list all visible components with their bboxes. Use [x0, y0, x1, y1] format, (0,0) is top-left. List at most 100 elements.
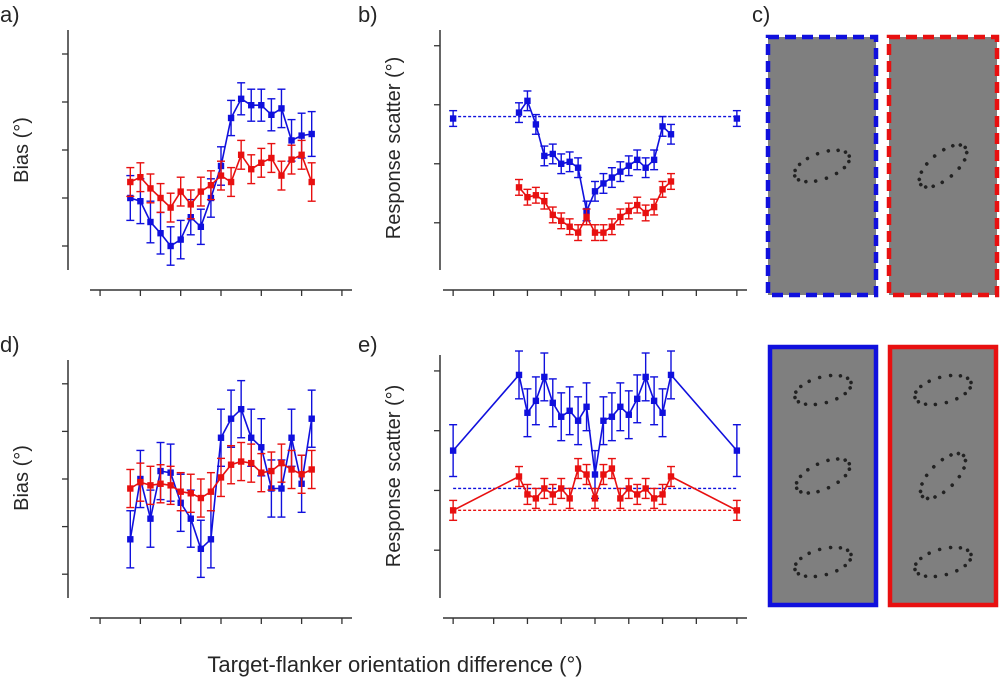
d-blue-data-point [237, 405, 245, 413]
f-red-solid-dot [932, 465, 936, 469]
a-red-data-point [197, 188, 205, 195]
shared-x-axis-label: Target-flanker orientation difference (°… [207, 652, 582, 677]
f-red-solid-dot [933, 495, 937, 499]
f-blue-solid-dot [799, 490, 803, 494]
b-blue-data-point [600, 180, 607, 187]
e-red-data-point [634, 491, 641, 498]
e-red-data-point [608, 465, 616, 472]
e-red-data-point [574, 465, 582, 472]
b-red-data-point [634, 201, 641, 209]
f-red-solid-dot [955, 568, 959, 573]
a-blue-data-point [278, 105, 285, 112]
f-blue-solid-dot [849, 380, 853, 385]
b-blue-data-point [558, 160, 565, 167]
a-blue-data-point [137, 198, 144, 205]
panel-d-bias-chart: d) Bias (°) [0, 332, 352, 624]
d-red-data-point [227, 461, 235, 468]
c-blue-dashed-dot [843, 150, 848, 154]
c-blue-dashed-dot [842, 165, 847, 170]
b-red-data-point [532, 192, 540, 199]
a-red-data-point [227, 178, 235, 186]
a-blue-data-point [268, 111, 275, 118]
c-red-dashed-dot [957, 166, 962, 170]
b-red-data-point [524, 194, 531, 201]
f-blue-solid-dot [835, 568, 839, 573]
e-blue-data-point [591, 471, 599, 478]
e-red-data-point [532, 495, 540, 502]
c-red-dashed-dot [932, 154, 937, 158]
a-blue-data-point [177, 236, 184, 243]
e-blue-data-point [733, 447, 741, 454]
d-red-data-point [147, 482, 154, 489]
panel-f-stimuli [767, 344, 999, 608]
f-blue-solid-dot [843, 391, 847, 396]
a-red-data-point [288, 156, 295, 163]
c-blue-dashed-dot [792, 174, 797, 178]
f-blue-solid-dot-ellipse [793, 545, 853, 579]
c-blue-dashed-dot [826, 149, 831, 153]
c-red-dashed-dot [918, 182, 923, 187]
e-red-data-point [659, 491, 666, 498]
panel-e-scatter-chart: e) Response scatter (°) [358, 332, 747, 624]
f-blue-solid-dot [817, 547, 822, 552]
d-blue-data-point [258, 444, 265, 451]
f-blue-solid-dot [806, 491, 811, 495]
a-red-data-point [147, 185, 154, 192]
b-red-data-point [591, 229, 599, 236]
f-blue-solid-dot [843, 458, 847, 462]
b-blue-data-point [634, 156, 641, 164]
c-blue-dashed-frame [765, 34, 879, 298]
f-blue-solid-dot [828, 373, 833, 378]
d-red-data-point [157, 480, 164, 487]
b-blue-orthogonal-data-point [733, 115, 741, 122]
f-red-solid-dot [919, 384, 923, 389]
d-blue-data-point [187, 515, 194, 522]
b-blue-data-point [574, 164, 582, 171]
e-blue-data-point [524, 409, 531, 416]
f-red-solid-dot [937, 375, 942, 380]
e-red-data-point [524, 491, 531, 498]
panel-b-y-axis-label: Response scatter (°) [383, 57, 405, 240]
a-red-data-point [207, 182, 215, 189]
f-blue-solid-dot [847, 467, 852, 471]
c-red-dashed-dot [949, 174, 954, 178]
c-blue-dashed-dot [847, 159, 851, 164]
f-red-solid-dot [914, 390, 918, 394]
d-blue-data-point [278, 485, 285, 492]
a-red-data-point [127, 178, 134, 186]
b-red-data-point [515, 184, 523, 191]
a-blue-data-point [298, 132, 305, 139]
f-red-solid-dot [965, 548, 970, 553]
e-blue-data-point [608, 413, 616, 420]
a-blue-data-point [147, 218, 154, 226]
f-red-solid-dot [925, 496, 930, 501]
c-blue-dashed-dot [824, 176, 829, 181]
e-blue-data-point [532, 397, 540, 405]
f-red-solid-dot [923, 402, 928, 406]
f-red-solid-dot [961, 453, 966, 458]
f-blue-solid-dot [826, 458, 830, 463]
f-red-solid-dot [927, 379, 931, 384]
panel-d-label: d) [0, 332, 20, 357]
a-blue-data-point [248, 102, 255, 109]
c-red-dashed-dot [917, 177, 922, 182]
d-red-data-point [217, 474, 225, 481]
a-red-data-point [177, 188, 184, 195]
f-blue-solid-dot [799, 556, 803, 561]
c-blue-dashed-dot [805, 156, 810, 161]
f-red-solid-dot [969, 380, 973, 385]
f-blue-solid-dot [824, 400, 829, 405]
b-blue-data-point [549, 150, 556, 158]
f-red-solid-dot [963, 458, 968, 463]
b-blue-data-point [515, 109, 523, 116]
a-red-data-point [298, 151, 305, 158]
f-blue-solid-dot [794, 486, 799, 491]
e-red-data-point [558, 485, 565, 492]
f-red-solid-dot [920, 494, 925, 499]
b-blue-data-point [667, 131, 675, 138]
b-red-data-point [558, 217, 565, 225]
f-red-solid-dot [965, 376, 970, 381]
c-red-dashed-dot [964, 150, 969, 155]
a-red-data-point [157, 194, 164, 202]
d-blue-data-point [288, 434, 295, 441]
